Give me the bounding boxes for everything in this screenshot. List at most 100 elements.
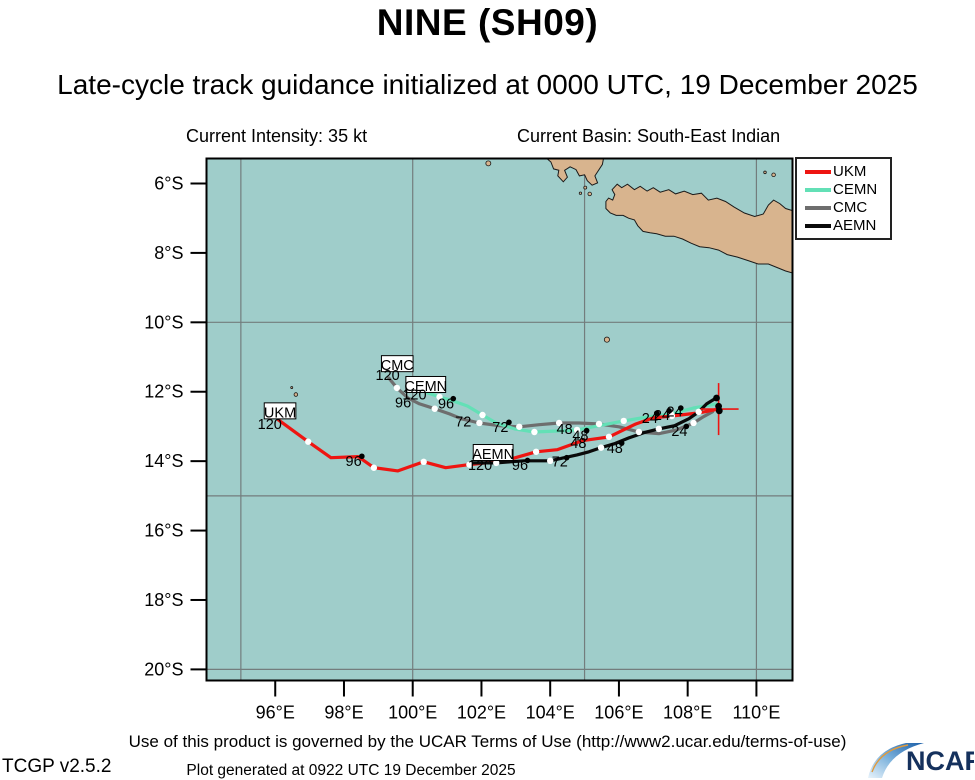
map-sea [206, 158, 793, 681]
island-cocos-isl-1 [290, 386, 294, 389]
forecast-hour-label: 48 [572, 428, 588, 444]
page-title: NINE (SH09) [376, 2, 599, 43]
y-tick-label: 6°S [154, 173, 183, 193]
x-tick-label: 96°E [256, 703, 295, 723]
track-dot-white-UKM [532, 448, 540, 455]
track-dot-white-CMC [690, 419, 697, 427]
island-krakatoa-2 [583, 185, 588, 190]
track-dot-white-AEMN [546, 457, 554, 465]
track-dot-white-UKM [668, 412, 676, 420]
forecast-hour-label: 72 [552, 455, 568, 471]
track-dot-white-AEMN [597, 444, 605, 451]
y-tick-label: 20°S [144, 659, 183, 679]
ncar-swoosh-shape [868, 743, 924, 778]
forecast-hour-label: 96 [395, 396, 411, 412]
terms-of-use-text: Use of this product is governed by the U… [128, 732, 847, 751]
track-CMC [387, 376, 715, 436]
forecast-hour-label: 120 [402, 387, 426, 403]
track-CEMN [425, 391, 719, 434]
track-end-dot [715, 407, 723, 415]
land-java [605, 183, 793, 274]
forecast-hour-label: 24 [671, 424, 687, 440]
forecast-hour-label: 24 [642, 411, 658, 427]
model-label: CMC [381, 358, 414, 374]
legend-line-ukm [805, 169, 831, 174]
tcgp-version: TCGP v2.5.2 [2, 756, 112, 777]
label-dot [450, 395, 457, 402]
model-label-box [472, 444, 514, 462]
track-end-dot [713, 394, 720, 402]
y-tick-label: 14°S [144, 451, 183, 471]
track-dot-white-CMC [516, 423, 523, 430]
track-dot-white-CMC [431, 405, 438, 412]
track-dot-white-CEMN [620, 417, 627, 425]
model-label-box [263, 402, 297, 420]
island-java-sea-1 [763, 170, 767, 175]
legend-item-aemn: AEMN [805, 218, 890, 233]
x-tick-label: 100°E [388, 703, 437, 723]
island-krakatoa-3 [587, 191, 592, 197]
track-dot-white-UKM [370, 464, 378, 471]
track-dot-white-UKM [466, 461, 473, 468]
model-label-box [405, 375, 447, 393]
track-dot-white-CMC [393, 384, 401, 392]
label-dot [683, 423, 690, 430]
forecast-hour-label: 72 [492, 420, 508, 436]
label-dot [563, 454, 570, 461]
track-dot-white-AEMN [695, 408, 702, 416]
track-AEMN [467, 397, 717, 465]
current-intensity: Current Intensity: 35 kt [186, 126, 368, 146]
track-dot-white-CMC [555, 419, 563, 427]
track-dot-white-AEMN [655, 425, 663, 433]
island-christmas-isl [603, 336, 610, 343]
legend-item-ukm: UKM [805, 164, 890, 179]
label-dot [506, 419, 512, 426]
track-dot-white-UKM [605, 433, 613, 441]
forecast-hour-label: 48 [557, 422, 573, 438]
x-tick-label: 104°E [526, 703, 575, 723]
legend-label-ukm: UKM [833, 163, 867, 180]
x-tick-label: 108°E [663, 703, 712, 723]
island-java-sea-2 [771, 172, 776, 178]
track-dot-white-UKM [305, 438, 312, 445]
y-tick-label: 18°S [144, 590, 183, 610]
forecast-hour-label: 24 [667, 405, 683, 421]
label-dot [583, 427, 590, 434]
forecast-hour-label: 48 [570, 436, 586, 452]
model-label: CEMN [404, 379, 447, 395]
y-tick-label: 12°S [144, 382, 183, 402]
track-dot-white-CEMN [436, 393, 443, 401]
forecast-hour-label: 24 [654, 408, 670, 424]
track-dot-white-UKM [420, 458, 427, 466]
forecast-hour-label: 96 [346, 454, 362, 470]
legend: UKM CEMN CMC AEMN [795, 157, 892, 240]
land-sumatra-tip [545, 158, 605, 186]
island-krakatoa-1 [578, 191, 583, 195]
x-tick-label: 98°E [324, 703, 363, 723]
x-tick-label: 110°E [732, 703, 780, 723]
label-dot [524, 457, 531, 464]
ncar-swoosh-arc [871, 744, 909, 773]
legend-line-cmc [805, 205, 831, 210]
x-tick-label: 102°E [457, 703, 506, 723]
forecast-hour-label: 120 [468, 458, 492, 474]
track-dot-white-CMC [635, 428, 643, 436]
y-tick-label: 16°S [144, 521, 183, 541]
forecast-hour-label: 96 [438, 396, 454, 412]
y-tick-label: 10°S [144, 312, 183, 332]
track-map: 96°E 98°E 100°E 102°E 104°E 106°E 108°E 110°E 6°… [144, 157, 794, 723]
track-dot-white-CEMN [479, 411, 486, 419]
island-cocos-isl-2 [293, 392, 299, 397]
legend-item-cemn: CEMN [805, 182, 890, 197]
legend-label-cmc: CMC [833, 199, 868, 216]
legend-item-cmc: CMC [805, 200, 890, 215]
current-basin: Current Basin: South-East Indian [517, 126, 781, 146]
label-dot [653, 410, 660, 417]
forecast-hour-label: 72 [455, 415, 471, 431]
legend-label-aemn: AEMN [833, 217, 877, 234]
label-dot [359, 453, 365, 460]
island-enggano [485, 160, 492, 167]
model-label: UKM [264, 405, 296, 421]
generated-timestamp: Plot generated at 0922 UTC 19 December 2… [186, 762, 516, 779]
